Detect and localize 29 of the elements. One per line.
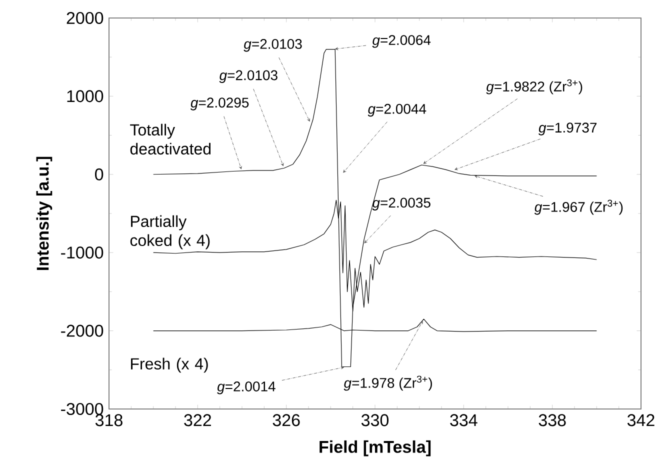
y-tick-label: 0	[95, 168, 104, 180]
annotation: g=2.0035	[372, 198, 430, 210]
y-tick-label: -1000	[61, 246, 104, 259]
y-tick-label: 1000	[67, 90, 104, 102]
annotation: g=2.0064	[372, 35, 431, 48]
y-tick-label: 2000	[66, 12, 104, 24]
annotation: g=1.967 (Zr$^{3+}$)	[534, 200, 623, 215]
annotation: g=1.978 (Zr$^{3+}$)	[344, 376, 432, 391]
x-tick-label: 342	[627, 414, 654, 426]
annotation: g=1.9822 (Zr$^{3+}$)	[486, 79, 582, 94]
y-tick-label: -3000	[61, 402, 104, 416]
y-tick-label: -2000	[61, 324, 104, 337]
series-label: Totally deactivated	[130, 124, 211, 155]
annotation: g=2.0103	[244, 39, 302, 52]
annotation: g=2.0044	[368, 104, 426, 117]
x-tick-label: 338	[538, 414, 566, 426]
x-tick-label: 318	[95, 414, 122, 426]
series-label: Fresh (x 4)	[131, 358, 208, 373]
x-tick-label: 330	[361, 414, 389, 426]
annotation: g=1.9737	[538, 122, 597, 136]
x-tick-label: 326	[272, 414, 300, 426]
annotation: g=2.0014	[217, 382, 276, 394]
y-axis-title: Intensity [a.u.]	[36, 156, 52, 270]
series-label: Partially coked (x 4)	[130, 215, 210, 250]
x-tick-label: 334	[450, 414, 478, 426]
annotation: g=2.0295	[190, 98, 249, 110]
annotation: g=2.0103	[219, 70, 278, 83]
x-axis-title: Field [mTesla]	[320, 440, 431, 456]
x-tick-label: 322	[184, 414, 211, 426]
